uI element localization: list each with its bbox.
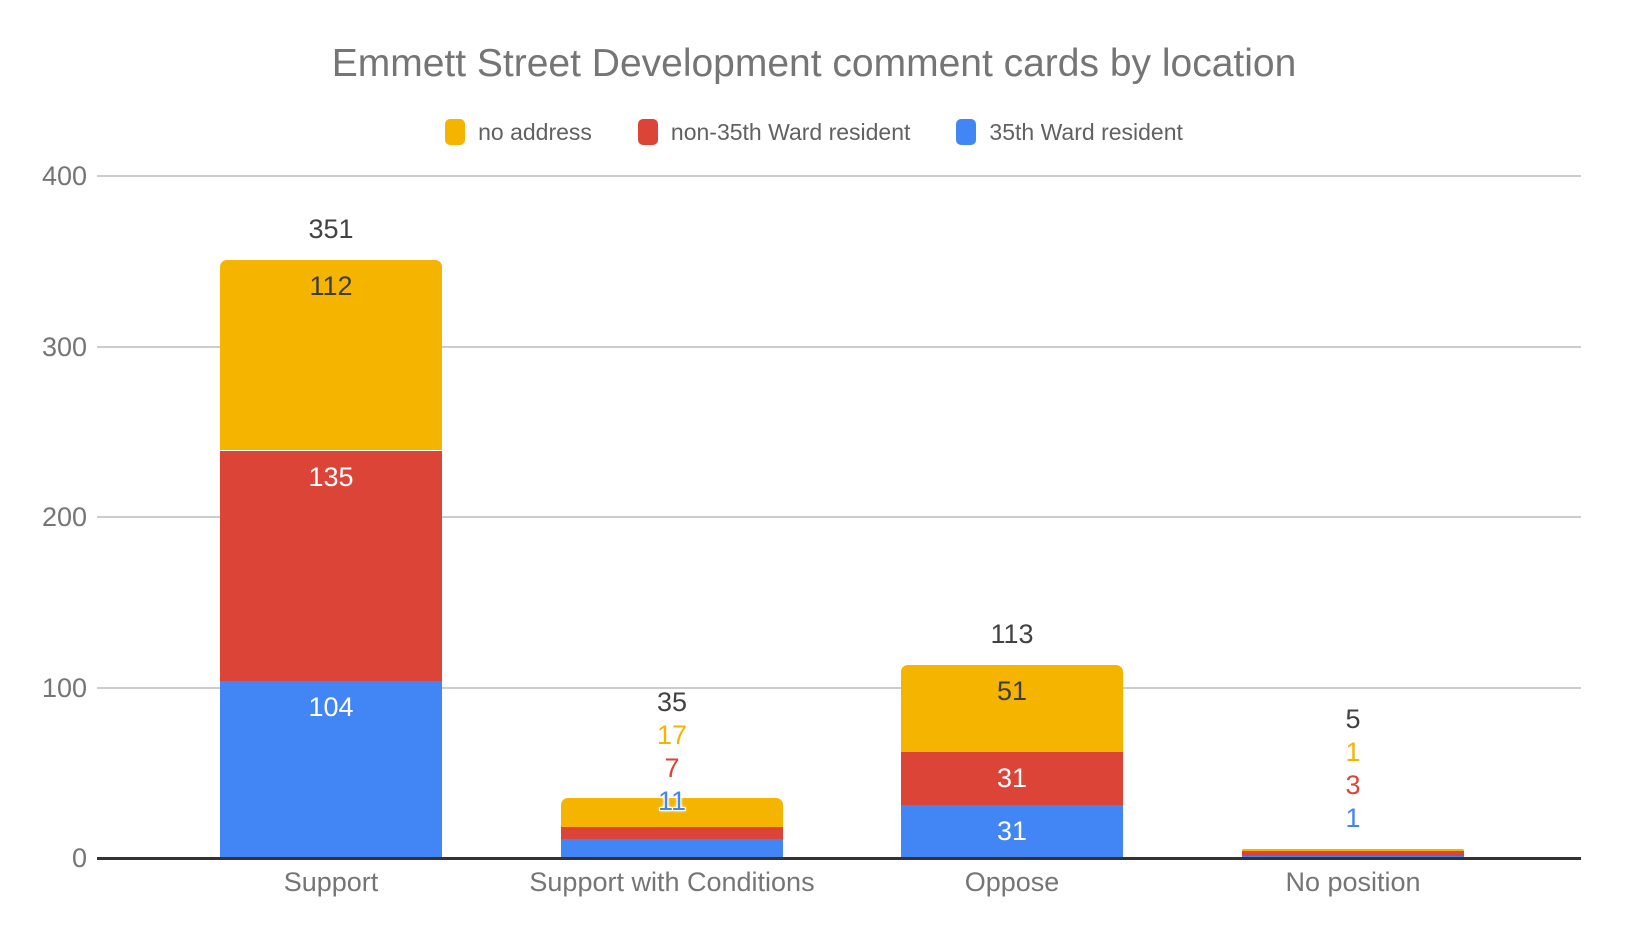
x-axis-category-label: Support [283, 867, 379, 897]
bar-segment-value-label: 104 [308, 691, 354, 722]
y-axis-tick-label: 300 [41, 331, 87, 362]
bar-segment-35th-ward-resident [561, 839, 783, 858]
y-axis-tick-label: 0 [71, 843, 87, 873]
legend-swatch-icon [445, 119, 466, 145]
y-axis-tick-label: 100 [41, 672, 87, 703]
chart-title: Emmett Street Development comment cards … [331, 42, 1297, 85]
bar-segment-non-35th-ward-resident [561, 827, 783, 840]
bar-segment-no-address [220, 259, 442, 451]
bar-segment-no-address [1242, 849, 1464, 852]
bar-outside-value-label: 11 [657, 786, 687, 817]
y-axis-tick-label: 200 [41, 502, 87, 532]
legend-item-non-35th-ward-resident: non-35th Ward resident [637, 119, 911, 145]
bar-segment-35th-ward-resident [220, 680, 442, 858]
bar-outside-value-label: 7 [664, 753, 680, 784]
bar-outside-value-label: 35 [656, 687, 688, 718]
bar-outside-value-label: 5 [1345, 704, 1361, 735]
bar-outside-value-label: 3 [1345, 770, 1361, 801]
y-axis-tick-label: 400 [41, 161, 87, 191]
bar-segment-value-label: 135 [308, 461, 354, 492]
gridline [97, 175, 1581, 177]
bar-segment-value-label: 51 [996, 676, 1028, 707]
bar-segment-value-label: 112 [309, 270, 353, 301]
bar-outside-value-label: 1 [1345, 803, 1361, 834]
bar-outside-value-label: 17 [656, 720, 688, 751]
legend: no address non-35th Ward resident 35th W… [0, 119, 1628, 145]
x-axis-line [97, 857, 1581, 860]
bar-segment-value-label: 31 [996, 816, 1028, 847]
x-axis-category-label: No position [1285, 867, 1421, 897]
legend-swatch-icon [637, 119, 658, 145]
legend-label: non-35th Ward resident [670, 119, 911, 145]
legend-label: no address [478, 119, 592, 145]
bar-outside-value-label: 1 [1345, 737, 1361, 768]
bar-segment-value-label: 31 [996, 763, 1028, 794]
bar-segment-no-address [561, 798, 783, 828]
gridline [97, 686, 1581, 689]
bar-segment-no-address [901, 665, 1123, 753]
legend-item-35th-ward-resident: 35th Ward resident [956, 119, 1183, 145]
bar-total-label: 113 [990, 619, 1034, 650]
bar-segment-non-35th-ward-resident [901, 752, 1123, 806]
bar-segment-non-35th-ward-resident [1242, 851, 1464, 857]
legend-label: 35th Ward resident [989, 119, 1183, 145]
legend-swatch-icon [956, 119, 977, 145]
bar-total-label: 351 [308, 213, 354, 244]
bar-segment-non-35th-ward-resident [220, 450, 442, 681]
bar-segment-35th-ward-resident [901, 805, 1123, 858]
gridline [97, 516, 1581, 518]
x-axis-category-label: Oppose [964, 867, 1060, 897]
legend-item-no-address: no address [445, 119, 592, 145]
gridline [97, 345, 1581, 348]
x-axis-category-label: Support with Conditions [529, 867, 815, 897]
